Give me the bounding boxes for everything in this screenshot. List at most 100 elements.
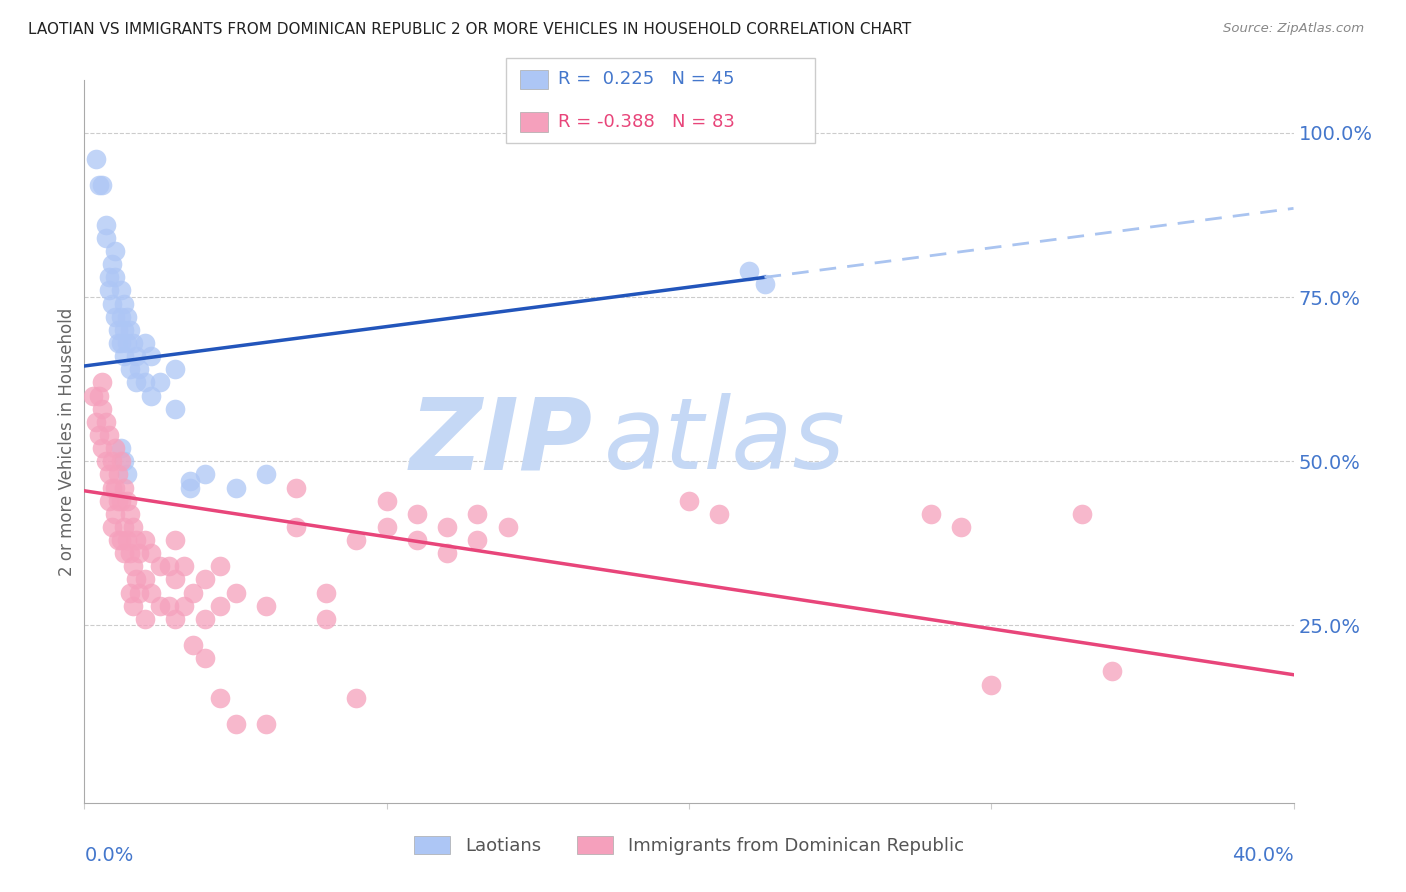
Point [285, 520, 308, 534]
Point [254, 717, 277, 731]
Legend: Laotians, Immigrants from Dominican Republic: Laotians, Immigrants from Dominican Repu… [415, 836, 963, 855]
Point [225, 585, 247, 599]
Point [97, 270, 120, 285]
Point [104, 244, 127, 258]
Point [112, 546, 135, 560]
Point [89, 428, 111, 442]
Point [149, 599, 172, 613]
Point [285, 481, 308, 495]
Point [107, 336, 129, 351]
Point [315, 585, 337, 599]
Point [157, 599, 180, 613]
Point [86, 152, 108, 166]
Point [950, 520, 973, 534]
Point [104, 441, 127, 455]
Point [112, 296, 135, 310]
Point [110, 284, 132, 298]
Point [225, 717, 247, 731]
Point [100, 520, 122, 534]
Point [118, 546, 141, 560]
Point [165, 573, 187, 587]
Point [118, 507, 141, 521]
Point [149, 376, 172, 390]
Point [110, 493, 132, 508]
Point [97, 428, 120, 442]
Text: 0.0%: 0.0% [84, 847, 134, 865]
Point [678, 493, 700, 508]
Point [97, 284, 120, 298]
Point [125, 349, 148, 363]
Point [115, 533, 138, 547]
Point [112, 481, 135, 495]
Point [209, 559, 232, 574]
Text: atlas: atlas [605, 393, 846, 490]
Point [125, 376, 148, 390]
Point [91, 376, 114, 390]
Point [436, 520, 458, 534]
Text: ZIP: ZIP [409, 393, 592, 490]
Point [254, 467, 277, 482]
Point [118, 323, 141, 337]
Point [110, 454, 132, 468]
Point [194, 573, 217, 587]
Point [980, 677, 1002, 691]
Point [134, 612, 156, 626]
Point [97, 493, 120, 508]
Point [104, 270, 127, 285]
Point [134, 533, 156, 547]
Point [86, 415, 108, 429]
Point [209, 599, 232, 613]
Point [254, 599, 277, 613]
Point [97, 467, 120, 482]
Point [128, 585, 150, 599]
Point [179, 474, 201, 488]
Point [346, 690, 368, 705]
Point [134, 336, 156, 351]
Point [110, 533, 132, 547]
Point [100, 257, 122, 271]
Point [128, 362, 150, 376]
Point [89, 388, 111, 402]
Point [91, 178, 114, 193]
Point [82, 388, 104, 402]
Point [121, 599, 143, 613]
Point [165, 362, 187, 376]
Point [139, 546, 162, 560]
Point [118, 362, 141, 376]
Point [157, 559, 180, 574]
Point [94, 218, 117, 232]
Point [173, 599, 195, 613]
Point [125, 573, 148, 587]
Point [920, 507, 942, 521]
Point [94, 454, 117, 468]
Point [91, 441, 114, 455]
Point [128, 546, 150, 560]
Point [112, 454, 135, 468]
Text: LAOTIAN VS IMMIGRANTS FROM DOMINICAN REPUBLIC 2 OR MORE VEHICLES IN HOUSEHOLD CO: LAOTIAN VS IMMIGRANTS FROM DOMINICAN REP… [28, 22, 911, 37]
Point [134, 376, 156, 390]
Point [121, 520, 143, 534]
Point [115, 467, 138, 482]
Point [173, 559, 195, 574]
Point [754, 277, 776, 291]
Text: R = -0.388   N = 83: R = -0.388 N = 83 [558, 113, 735, 131]
Point [110, 336, 132, 351]
Point [112, 323, 135, 337]
Point [139, 388, 162, 402]
Point [104, 310, 127, 324]
Point [110, 310, 132, 324]
Point [115, 310, 138, 324]
Point [115, 336, 138, 351]
Point [467, 507, 489, 521]
Point [165, 533, 187, 547]
Point [139, 585, 162, 599]
Point [107, 467, 129, 482]
Point [406, 507, 429, 521]
Point [115, 493, 138, 508]
Point [315, 612, 337, 626]
Point [118, 585, 141, 599]
Point [121, 336, 143, 351]
Text: 40.0%: 40.0% [1232, 847, 1294, 865]
Point [375, 520, 398, 534]
Point [121, 559, 143, 574]
